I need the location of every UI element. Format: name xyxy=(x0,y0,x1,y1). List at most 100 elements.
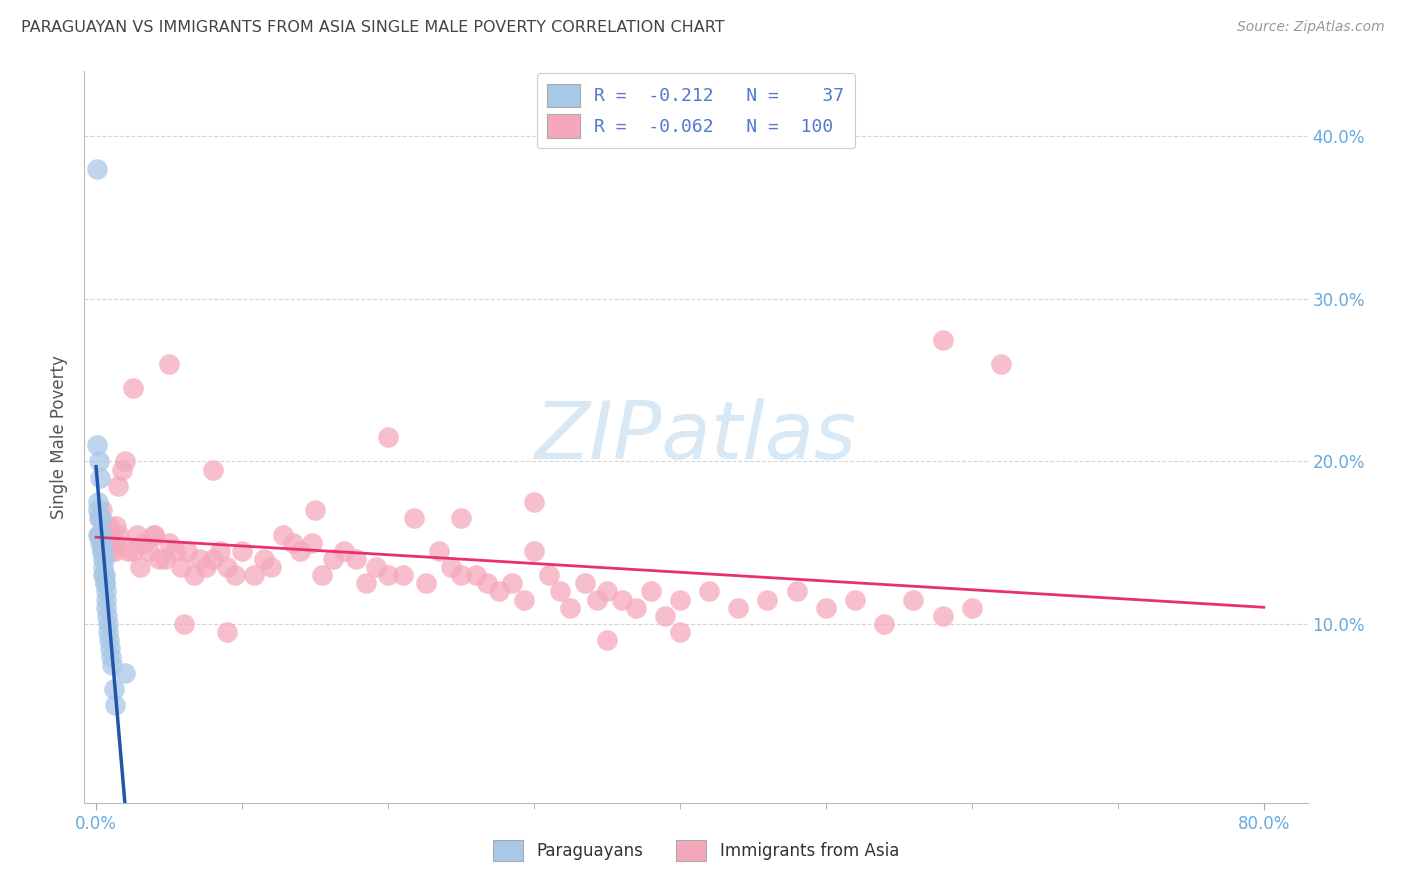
Point xyxy=(321,552,343,566)
Point xyxy=(176,544,198,558)
Point xyxy=(311,568,333,582)
Text: ZIPatlas: ZIPatlas xyxy=(534,398,858,476)
Point xyxy=(94,544,117,558)
Point xyxy=(903,592,925,607)
Point xyxy=(87,511,110,525)
Point xyxy=(523,544,546,558)
Point xyxy=(94,576,117,591)
Point xyxy=(464,568,486,582)
Point xyxy=(89,535,111,549)
Point xyxy=(224,568,246,582)
Point xyxy=(90,503,112,517)
Point xyxy=(105,519,128,533)
Point xyxy=(596,633,619,648)
Point xyxy=(90,511,112,525)
Point xyxy=(108,527,131,541)
Point xyxy=(194,560,217,574)
Point xyxy=(450,568,472,582)
Point xyxy=(333,544,356,558)
Point xyxy=(304,503,326,517)
Point xyxy=(91,560,114,574)
Point xyxy=(87,527,110,541)
Point xyxy=(90,527,112,541)
Point xyxy=(89,527,111,541)
Point xyxy=(114,665,136,680)
Point xyxy=(610,592,633,607)
Point xyxy=(440,560,463,574)
Point xyxy=(91,552,114,566)
Point xyxy=(654,608,676,623)
Point xyxy=(121,381,143,395)
Point xyxy=(93,576,115,591)
Point xyxy=(217,560,239,574)
Point xyxy=(128,560,150,574)
Point xyxy=(537,568,560,582)
Point xyxy=(138,544,160,558)
Point xyxy=(231,544,253,558)
Point xyxy=(209,544,232,558)
Point xyxy=(201,462,224,476)
Point xyxy=(104,544,127,558)
Point xyxy=(873,617,896,632)
Point xyxy=(93,552,115,566)
Point xyxy=(87,527,110,541)
Point xyxy=(253,552,276,566)
Point xyxy=(101,527,124,541)
Point xyxy=(163,544,186,558)
Point xyxy=(290,544,312,558)
Point xyxy=(97,617,120,632)
Point xyxy=(148,552,170,566)
Point xyxy=(91,527,114,541)
Point xyxy=(89,511,111,525)
Point xyxy=(93,568,115,582)
Text: PARAGUAYAN VS IMMIGRANTS FROM ASIA SINGLE MALE POVERTY CORRELATION CHART: PARAGUAYAN VS IMMIGRANTS FROM ASIA SINGL… xyxy=(21,20,724,35)
Point xyxy=(125,527,148,541)
Point xyxy=(574,576,596,591)
Point xyxy=(477,576,499,591)
Point xyxy=(427,544,450,558)
Point xyxy=(183,568,205,582)
Point xyxy=(523,495,546,509)
Point xyxy=(94,568,117,582)
Point xyxy=(97,625,120,640)
Point xyxy=(786,584,808,599)
Point xyxy=(366,560,388,574)
Point xyxy=(450,511,472,525)
Point xyxy=(117,544,139,558)
Point xyxy=(87,495,110,509)
Point xyxy=(488,584,510,599)
Point xyxy=(217,625,239,640)
Point xyxy=(173,617,195,632)
Point xyxy=(271,527,294,541)
Point xyxy=(94,592,117,607)
Point xyxy=(560,600,582,615)
Point xyxy=(107,479,129,493)
Point xyxy=(697,584,720,599)
Point xyxy=(143,527,166,541)
Point xyxy=(201,552,224,566)
Point xyxy=(96,527,118,541)
Point xyxy=(104,698,127,713)
Point xyxy=(624,600,647,615)
Point xyxy=(756,592,779,607)
Point xyxy=(404,511,426,525)
Point xyxy=(585,592,607,607)
Point xyxy=(103,535,125,549)
Point xyxy=(97,535,120,549)
Point xyxy=(157,357,180,371)
Point xyxy=(143,527,166,541)
Point xyxy=(931,333,953,347)
Point xyxy=(89,527,111,541)
Point xyxy=(242,568,264,582)
Point xyxy=(153,552,176,566)
Point xyxy=(87,503,110,517)
Point xyxy=(344,552,367,566)
Point xyxy=(98,641,121,656)
Point xyxy=(121,544,143,558)
Point xyxy=(100,544,122,558)
Point xyxy=(114,454,136,468)
Point xyxy=(415,576,437,591)
Point xyxy=(501,576,523,591)
Legend: Paraguayans, Immigrants from Asia: Paraguayans, Immigrants from Asia xyxy=(486,833,905,868)
Point xyxy=(91,568,114,582)
